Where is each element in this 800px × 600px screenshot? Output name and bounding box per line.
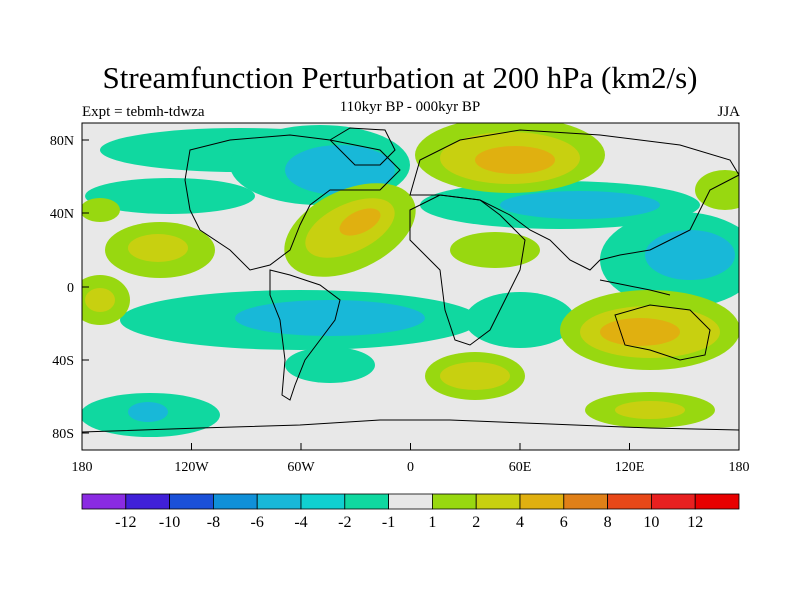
region-indian-south-pos-mid (440, 362, 510, 390)
region-west-edge-pos-mid (85, 288, 115, 312)
lat-label: 40N (50, 207, 74, 222)
region-siberia-pos-core (475, 146, 555, 174)
colorbar-label: 12 (687, 514, 703, 531)
lon-ticks (81, 443, 740, 450)
lon-label: 180 (72, 460, 93, 475)
lat-labels: 80N 40N 0 40S 80S (50, 134, 74, 442)
region-east-edge-pos (695, 170, 739, 210)
region-southern-pacific-neg-inner (128, 402, 168, 422)
colorbar-label: -8 (207, 514, 220, 531)
lon-label: 120E (615, 460, 645, 475)
season-label: JJA (717, 104, 740, 120)
colorbar-swatch (300, 493, 346, 510)
colorbar-swatch (256, 493, 302, 510)
colorbar-label: -2 (338, 514, 351, 531)
lon-label: 60E (509, 460, 532, 475)
colorbar-swatch (694, 493, 740, 510)
region-africa-pos (450, 232, 540, 268)
lat-label: 80S (52, 427, 74, 442)
colorbar-swatch (519, 493, 565, 510)
lon-label: 180 (729, 460, 750, 475)
colorbar-swatch (344, 493, 389, 510)
colorbar-label: -6 (251, 514, 264, 531)
colorbar-label: 4 (516, 514, 524, 531)
region-indian-neg (465, 292, 575, 348)
colorbar-swatch (81, 493, 127, 510)
coastlines (82, 127, 739, 433)
contour-field (82, 123, 739, 437)
colorbar-swatch (607, 493, 652, 510)
colorbar-swatch (388, 493, 433, 510)
region-west-pacific-neg-inner (645, 230, 735, 280)
lat-ticks (82, 139, 89, 434)
region-southern-ocean-pos-mid (615, 401, 685, 419)
map-title: Streamfunction Perturbation at 200 hPa (… (102, 60, 698, 95)
lon-labels: 180 120W 60W 0 60E 120E 180 (72, 460, 750, 475)
colorbar-label: -4 (294, 514, 307, 531)
colorbar-swatch (563, 493, 608, 510)
lon-label: 60W (287, 460, 315, 475)
colorbar-label: -1 (382, 514, 395, 531)
colorbar-label: 6 (560, 514, 568, 531)
lat-label: 40S (52, 354, 74, 369)
region-south-atlantic-neg-inner (235, 300, 425, 336)
experiment-label: Expt = tebmh-tdwza (82, 104, 205, 120)
region-atlantic-pos-core (339, 208, 381, 236)
colorbar-label: 10 (643, 514, 659, 531)
colorbar-label: 1 (428, 514, 436, 531)
region-south-america-neg (285, 347, 375, 383)
colorbar-swatch (431, 493, 477, 510)
lon-label: 0 (407, 460, 414, 475)
lon-label: 120W (174, 460, 209, 475)
colorbar-swatch (212, 493, 258, 510)
colorbar-swatch (125, 493, 171, 510)
colorbar-labels: -12 -10 -8 -6 -4 -2 -1 1 2 4 6 8 10 12 (115, 514, 703, 531)
lat-label: 0 (67, 281, 74, 296)
lat-label: 80N (50, 134, 74, 149)
region-west-edge-north-pos (82, 198, 120, 222)
colorbar-label: -10 (159, 514, 180, 531)
region-east-pacific-pos-mid (128, 234, 188, 262)
colorbar (81, 493, 740, 510)
region-pacific-band-neg (85, 178, 255, 214)
region-eurasia-neg-inner (500, 191, 660, 219)
colorbar-label: -12 (115, 514, 136, 531)
region-australia-pos-core (600, 318, 680, 346)
colorbar-swatch (651, 493, 696, 510)
region-greenland-neg-inner (285, 145, 395, 195)
map-subtitle: 110kyr BP - 000kyr BP (339, 99, 481, 115)
colorbar-label: 2 (472, 514, 480, 531)
colorbar-swatch (475, 493, 521, 510)
colorbar-label: 8 (604, 514, 612, 531)
colorbar-swatch (169, 493, 214, 510)
